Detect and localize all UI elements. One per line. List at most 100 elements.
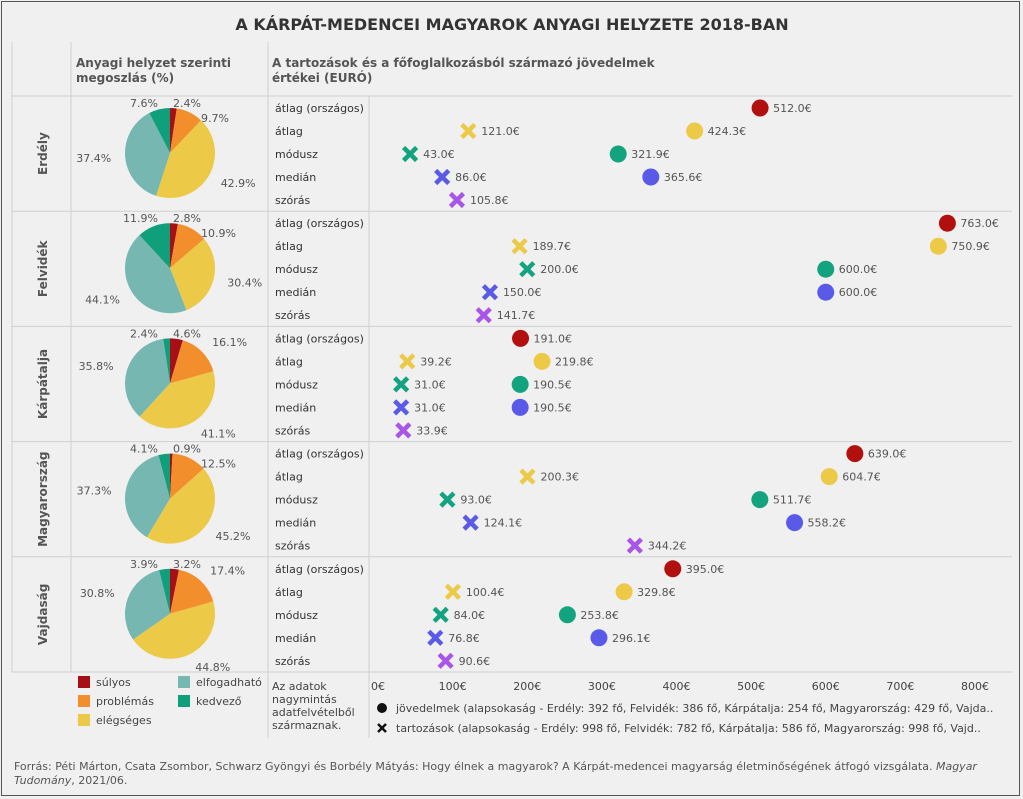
- region-label: Vajdaság: [36, 584, 50, 645]
- legend-label: kedvező: [196, 695, 242, 708]
- debt-point: [481, 284, 499, 301]
- debt-value-label: 93.0€: [460, 494, 492, 507]
- pie-slice-elfogadható: [125, 338, 170, 417]
- pie-slice-elfogadható: [125, 235, 187, 314]
- income-point: [512, 329, 530, 347]
- debt-value-label: 150.0€: [503, 286, 542, 299]
- pie-slice-elfogadható: [125, 113, 170, 196]
- debt-point: [439, 491, 456, 508]
- debt-value-label: 33.9€: [416, 424, 448, 437]
- pie-label: 45.2%: [215, 530, 250, 543]
- income-value-label: 190.5€: [533, 378, 572, 391]
- x-tick-label: 200€: [513, 680, 541, 693]
- pie-slice-súlyos: [170, 223, 178, 269]
- region-label: Erdély: [36, 132, 50, 175]
- x-tick-label: 100€: [439, 680, 467, 693]
- pie-slice-elégséges: [139, 371, 216, 429]
- debt-legend-label: tartozások (alapsokaság - Erdély: 998 fő…: [396, 722, 981, 735]
- income-point: [686, 122, 704, 140]
- marker-legend: jövedelmek (alapsokaság - Erdély: 392 fő…: [377, 702, 993, 735]
- income-marker-icon: [377, 703, 387, 713]
- debt-value-label: 86.0€: [455, 171, 487, 184]
- debt-value-label: 141.7€: [497, 309, 536, 322]
- pie-label: 30.8%: [80, 587, 115, 600]
- pie-label: 10.9%: [201, 227, 236, 240]
- debt-value-label: 100.4€: [466, 586, 505, 599]
- debt-point: [444, 583, 462, 600]
- debt-point: [511, 238, 528, 255]
- stat-label: átlag: [275, 125, 303, 138]
- pie-label: 41.1%: [201, 428, 236, 441]
- legend-label: súlyos: [96, 676, 131, 689]
- debt-value-label: 76.8€: [448, 632, 480, 645]
- stat-label: átlag (országos): [275, 563, 364, 576]
- pie-slice-elfogadható: [124, 570, 170, 640]
- income-point: [751, 99, 769, 117]
- stat-label: módusz: [275, 494, 318, 507]
- income-value-label: 750.9€: [951, 240, 990, 253]
- stat-label: medián: [275, 286, 316, 299]
- debt-value-label: 90.6€: [459, 655, 491, 668]
- income-point: [642, 168, 660, 186]
- pie-label: 3.9%: [130, 558, 158, 571]
- data-note: Az adatok nagymintás adatfelvételből szá…: [272, 680, 355, 732]
- x-tick-label: 700€: [886, 680, 914, 693]
- x-axis: 0€ 100€ 200€ 300€ 400€ 500€ 600€ 700€ 800€: [371, 680, 989, 693]
- legend-swatch: [178, 676, 190, 688]
- debt-marker-icon: [377, 723, 387, 733]
- table-grid: [11, 42, 1012, 738]
- x-tick-label: 600€: [812, 680, 840, 693]
- region-panel: Vajdaság 3.2% 17.4% 44.8% 30.8% 3.9% átlag (or…: [12, 556, 1012, 674]
- x-tick-label: 800€: [961, 680, 989, 693]
- stat-label: átlag (országos): [275, 217, 364, 230]
- debt-value-label: 344.2€: [648, 540, 687, 553]
- stat-label: átlag (országos): [275, 102, 364, 115]
- income-value-label: 639.0€: [868, 448, 907, 461]
- income-legend-label: jövedelmek (alapsokaság - Erdély: 392 fő…: [395, 702, 993, 715]
- income-point: [846, 445, 864, 463]
- legend-swatch: [178, 695, 190, 707]
- pie-slice-problémás: [170, 569, 214, 614]
- pie-label: 37.4%: [76, 152, 111, 165]
- pie-header-line2: megoszlás (%): [76, 71, 174, 85]
- pie: 2.8%10.9% 30.4% 44.1% 11.9%: [85, 212, 262, 314]
- income-value-label: 604.7€: [842, 471, 881, 484]
- income-value-label: 424.3€: [708, 125, 747, 138]
- debt-value-label: 84.0€: [454, 609, 486, 622]
- stat-label: szórás: [275, 309, 310, 322]
- income-point: [751, 491, 769, 509]
- debt-point: [427, 629, 444, 646]
- pie-slice-súlyos: [170, 338, 183, 384]
- pie-label: 11.9%: [123, 212, 158, 225]
- debt-point: [626, 537, 643, 554]
- income-value-label: 511.7€: [773, 494, 812, 507]
- pie: 0.9%12.5% 45.2% 37.3% 4.1%: [77, 443, 250, 544]
- pie-label: 44.1%: [85, 294, 120, 307]
- pie-label: 9.7%: [201, 112, 229, 125]
- pie-slice-súlyos: [170, 108, 177, 153]
- source-text: Forrás: Péti Márton, Csata Zsombor, Schw…: [14, 760, 932, 773]
- stat-label: szórás: [275, 655, 310, 668]
- stat-label: medián: [275, 517, 316, 530]
- stat-label: medián: [275, 171, 316, 184]
- debt-value-label: 124.1€: [484, 517, 523, 530]
- pie-label: 37.3%: [77, 484, 112, 497]
- income-value-label: 512.0€: [773, 102, 812, 115]
- note-line: származnak.: [272, 719, 341, 732]
- pie-slice-problémás: [170, 453, 204, 499]
- income-value-label: 219.8€: [555, 355, 594, 368]
- pie-label: 2.8%: [173, 212, 201, 225]
- pie-label: 12.5%: [201, 458, 236, 471]
- region-label: Kárpátalja: [36, 349, 50, 419]
- pie-label: 16.1%: [212, 336, 247, 349]
- stat-label: átlag (országos): [275, 448, 364, 461]
- pie-slice-elégséges: [133, 601, 215, 659]
- region-panel: Magyarország 0.9%12.5% 45.2% 37.3% 4.1% átlag…: [12, 441, 1012, 554]
- pie-slice-problémás: [170, 340, 214, 384]
- debt-value-label: 39.2€: [420, 355, 452, 368]
- debt-point: [432, 606, 449, 623]
- pie-label: 3.2%: [173, 558, 201, 571]
- region-label: Felvidék: [36, 239, 50, 297]
